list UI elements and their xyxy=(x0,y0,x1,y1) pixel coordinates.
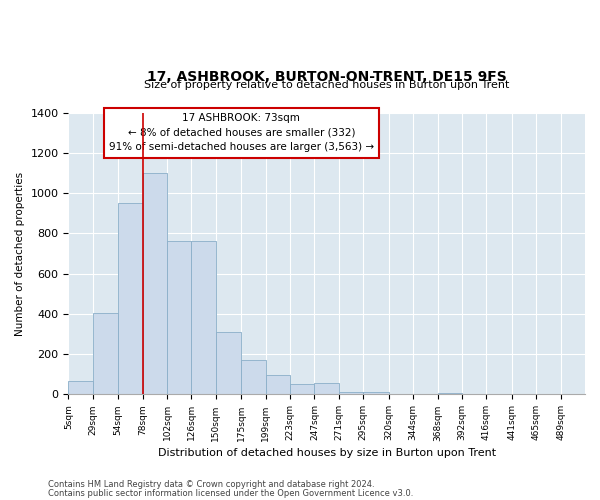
Title: Size of property relative to detached houses in Burton upon Trent: Size of property relative to detached ho… xyxy=(144,80,509,90)
Bar xyxy=(143,173,167,394)
Y-axis label: Number of detached properties: Number of detached properties xyxy=(15,172,25,336)
X-axis label: Distribution of detached houses by size in Burton upon Trent: Distribution of detached houses by size … xyxy=(158,448,496,458)
Bar xyxy=(93,313,118,394)
Bar xyxy=(339,392,364,394)
Bar xyxy=(191,242,216,394)
Bar xyxy=(364,392,389,394)
Text: 17, ASHBROOK, BURTON-ON-TRENT, DE15 9FS: 17, ASHBROOK, BURTON-ON-TRENT, DE15 9FS xyxy=(147,70,506,85)
Bar xyxy=(266,376,290,394)
Bar xyxy=(241,360,266,394)
Bar xyxy=(314,384,339,394)
Text: 17 ASHBROOK: 73sqm
← 8% of detached houses are smaller (332)
91% of semi-detache: 17 ASHBROOK: 73sqm ← 8% of detached hous… xyxy=(109,113,374,152)
Text: Contains public sector information licensed under the Open Government Licence v3: Contains public sector information licen… xyxy=(48,488,413,498)
Bar xyxy=(290,384,314,394)
Text: Contains HM Land Registry data © Crown copyright and database right 2024.: Contains HM Land Registry data © Crown c… xyxy=(48,480,374,489)
Bar xyxy=(216,332,241,394)
Bar xyxy=(167,242,191,394)
Bar xyxy=(68,382,93,394)
Bar xyxy=(118,203,143,394)
